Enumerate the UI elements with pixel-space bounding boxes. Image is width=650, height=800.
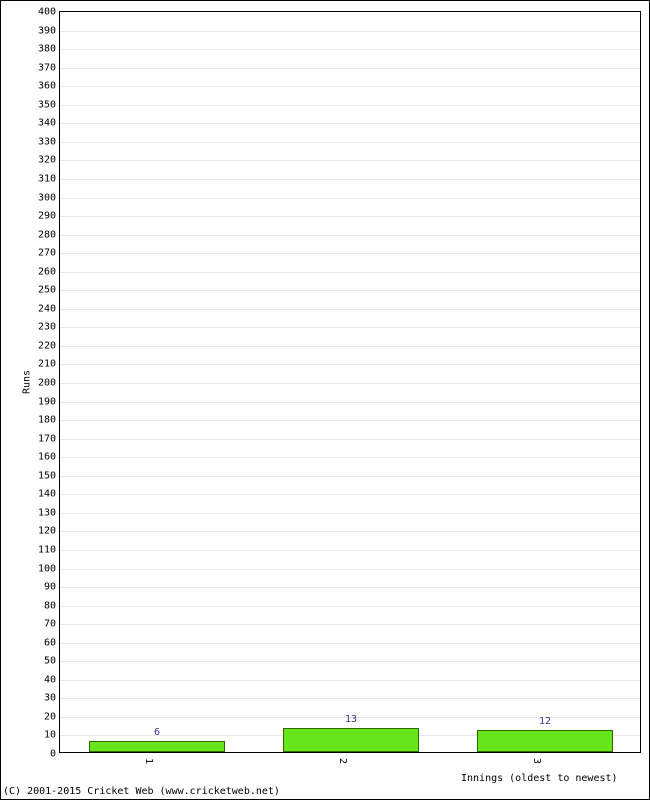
y-tick-label: 40 xyxy=(44,674,56,685)
bar xyxy=(89,741,225,752)
y-tick-label: 130 xyxy=(38,507,56,518)
gridline xyxy=(60,439,640,440)
gridline xyxy=(60,68,640,69)
y-tick-label: 80 xyxy=(44,600,56,611)
y-tick-label: 70 xyxy=(44,619,56,630)
gridline xyxy=(60,513,640,514)
gridline xyxy=(60,402,640,403)
gridline xyxy=(60,142,640,143)
y-tick-label: 30 xyxy=(44,693,56,704)
x-axis-label: Innings (oldest to newest) xyxy=(461,773,618,784)
gridline xyxy=(60,309,640,310)
gridline xyxy=(60,198,640,199)
gridline xyxy=(60,420,640,421)
y-tick-label: 170 xyxy=(38,433,56,444)
y-tick-label: 220 xyxy=(38,340,56,351)
y-tick-label: 290 xyxy=(38,211,56,222)
y-tick-label: 200 xyxy=(38,378,56,389)
y-tick-label: 300 xyxy=(38,192,56,203)
y-tick-label: 270 xyxy=(38,248,56,259)
gridline xyxy=(60,86,640,87)
gridline xyxy=(60,290,640,291)
y-tick-label: 330 xyxy=(38,136,56,147)
y-tick-label: 250 xyxy=(38,285,56,296)
gridline xyxy=(60,364,640,365)
gridline xyxy=(60,606,640,607)
y-tick-label: 210 xyxy=(38,359,56,370)
y-tick-label: 360 xyxy=(38,81,56,92)
bar-value-label: 12 xyxy=(539,716,551,727)
gridline xyxy=(60,216,640,217)
y-tick-label: 120 xyxy=(38,526,56,537)
gridline xyxy=(60,494,640,495)
y-tick-label: 20 xyxy=(44,711,56,722)
gridline xyxy=(60,569,640,570)
bar xyxy=(477,730,613,752)
y-tick-label: 0 xyxy=(50,749,56,760)
gridline xyxy=(60,661,640,662)
gridline xyxy=(60,643,640,644)
copyright-text: (C) 2001-2015 Cricket Web (www.cricketwe… xyxy=(3,786,280,797)
gridline xyxy=(60,680,640,681)
gridline xyxy=(60,31,640,32)
y-tick-label: 160 xyxy=(38,452,56,463)
gridline xyxy=(60,550,640,551)
gridline xyxy=(60,383,640,384)
gridline xyxy=(60,160,640,161)
gridline xyxy=(60,346,640,347)
bar xyxy=(283,728,419,752)
y-tick-label: 260 xyxy=(38,266,56,277)
bar-value-label: 6 xyxy=(154,727,160,738)
y-tick-label: 90 xyxy=(44,582,56,593)
y-tick-label: 240 xyxy=(38,303,56,314)
plot-area: 0102030405060708090100110120130140150160… xyxy=(59,11,641,753)
gridline xyxy=(60,531,640,532)
y-tick-label: 230 xyxy=(38,322,56,333)
gridline xyxy=(60,457,640,458)
x-tick-label: 3 xyxy=(531,758,542,764)
bar-value-label: 13 xyxy=(345,714,357,725)
y-tick-label: 380 xyxy=(38,44,56,55)
gridline xyxy=(60,49,640,50)
y-tick-label: 150 xyxy=(38,470,56,481)
gridline xyxy=(60,327,640,328)
y-tick-label: 320 xyxy=(38,155,56,166)
y-tick-label: 140 xyxy=(38,489,56,500)
x-tick-label: 2 xyxy=(337,758,348,764)
y-tick-label: 10 xyxy=(44,730,56,741)
y-tick-label: 390 xyxy=(38,25,56,36)
y-tick-label: 110 xyxy=(38,544,56,555)
gridline xyxy=(60,476,640,477)
gridline xyxy=(60,698,640,699)
gridline xyxy=(60,105,640,106)
chart-frame: 0 10 20 30 40 50 60 70 80 90 100 110 120 130 140 150 160… xyxy=(0,0,650,800)
y-tick-label: 310 xyxy=(38,173,56,184)
y-tick-label: 350 xyxy=(38,99,56,110)
gridline xyxy=(60,624,640,625)
y-tick-label: 100 xyxy=(38,563,56,574)
gridline xyxy=(60,587,640,588)
y-tick-label: 50 xyxy=(44,656,56,667)
y-tick-label: 180 xyxy=(38,415,56,426)
y-axis-label: Runs xyxy=(22,370,33,394)
y-tick-label: 400 xyxy=(38,7,56,18)
y-tick-label: 280 xyxy=(38,229,56,240)
gridline xyxy=(60,235,640,236)
gridline xyxy=(60,123,640,124)
gridline xyxy=(60,179,640,180)
y-tick-label: 190 xyxy=(38,396,56,407)
y-tick-label: 340 xyxy=(38,118,56,129)
gridline xyxy=(60,253,640,254)
gridline xyxy=(60,272,640,273)
x-tick-label: 1 xyxy=(143,758,154,764)
y-tick-label: 60 xyxy=(44,637,56,648)
y-tick-label: 370 xyxy=(38,62,56,73)
